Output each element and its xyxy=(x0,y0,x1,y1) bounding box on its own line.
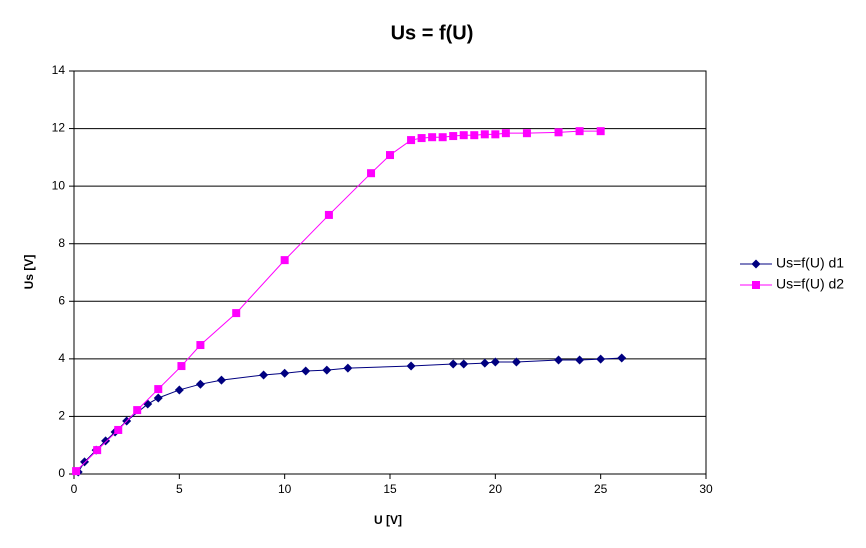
y-tick-label: 6 xyxy=(58,293,65,307)
y-tick-label: 4 xyxy=(58,351,65,365)
marker xyxy=(301,366,311,376)
x-tick-label: 0 xyxy=(71,482,78,496)
marker xyxy=(72,467,81,476)
marker xyxy=(554,355,564,365)
marker xyxy=(80,457,90,467)
marker xyxy=(407,136,416,145)
marker xyxy=(596,127,605,136)
y-tick-label: 14 xyxy=(52,63,66,77)
marker xyxy=(177,362,186,371)
marker xyxy=(522,129,531,138)
x-tick-label: 20 xyxy=(489,482,503,496)
marker xyxy=(428,133,437,142)
y-axis-title: Us [V] xyxy=(22,255,36,290)
y-tick-label: 8 xyxy=(58,236,65,250)
series-line xyxy=(77,357,622,473)
marker xyxy=(386,151,394,160)
marker xyxy=(216,375,226,385)
plot-frame xyxy=(73,70,707,475)
marker xyxy=(554,128,563,137)
x-tick-label: 10 xyxy=(278,482,292,496)
marker xyxy=(232,309,241,318)
marker xyxy=(280,256,289,265)
marker xyxy=(417,134,426,143)
marker xyxy=(596,354,606,364)
marker xyxy=(480,130,489,139)
marker xyxy=(153,393,163,403)
marker xyxy=(617,353,627,363)
marker xyxy=(501,129,510,138)
marker xyxy=(752,281,760,289)
marker xyxy=(406,361,416,371)
marker xyxy=(448,359,458,369)
marker xyxy=(491,130,500,139)
marker xyxy=(280,368,290,378)
marker xyxy=(751,259,761,269)
y-tick-label: 10 xyxy=(52,178,66,192)
marker xyxy=(259,370,269,380)
marker xyxy=(459,359,469,369)
y-tick-label: 12 xyxy=(52,121,66,135)
marker xyxy=(114,425,123,434)
marker xyxy=(324,210,333,219)
marker xyxy=(438,133,447,142)
chart-title: Us = f(U) xyxy=(391,22,474,44)
marker xyxy=(575,355,585,365)
x-tick-label: 30 xyxy=(699,482,713,496)
marker xyxy=(480,358,490,368)
marker xyxy=(196,341,205,350)
legend-text: Us=f(U) d1 xyxy=(776,255,844,271)
marker xyxy=(490,357,500,367)
x-tick-label: 25 xyxy=(594,482,608,496)
x-axis-title: U [V] xyxy=(374,513,402,527)
marker xyxy=(449,132,458,141)
y-tick-label: 0 xyxy=(58,466,65,480)
marker xyxy=(154,385,163,394)
legend-text: Us=f(U) d2 xyxy=(776,276,844,292)
marker xyxy=(133,406,142,415)
marker xyxy=(195,379,205,389)
marker xyxy=(174,385,184,395)
marker xyxy=(459,131,468,140)
marker xyxy=(343,363,353,373)
marker xyxy=(367,169,376,178)
marker xyxy=(322,365,332,375)
x-tick-label: 5 xyxy=(176,482,183,496)
marker xyxy=(93,446,102,455)
x-tick-label: 15 xyxy=(383,482,397,496)
marker xyxy=(511,357,521,367)
y-tick-label: 2 xyxy=(58,409,65,423)
marker xyxy=(575,127,584,136)
marker xyxy=(470,131,479,140)
marker xyxy=(101,436,111,446)
